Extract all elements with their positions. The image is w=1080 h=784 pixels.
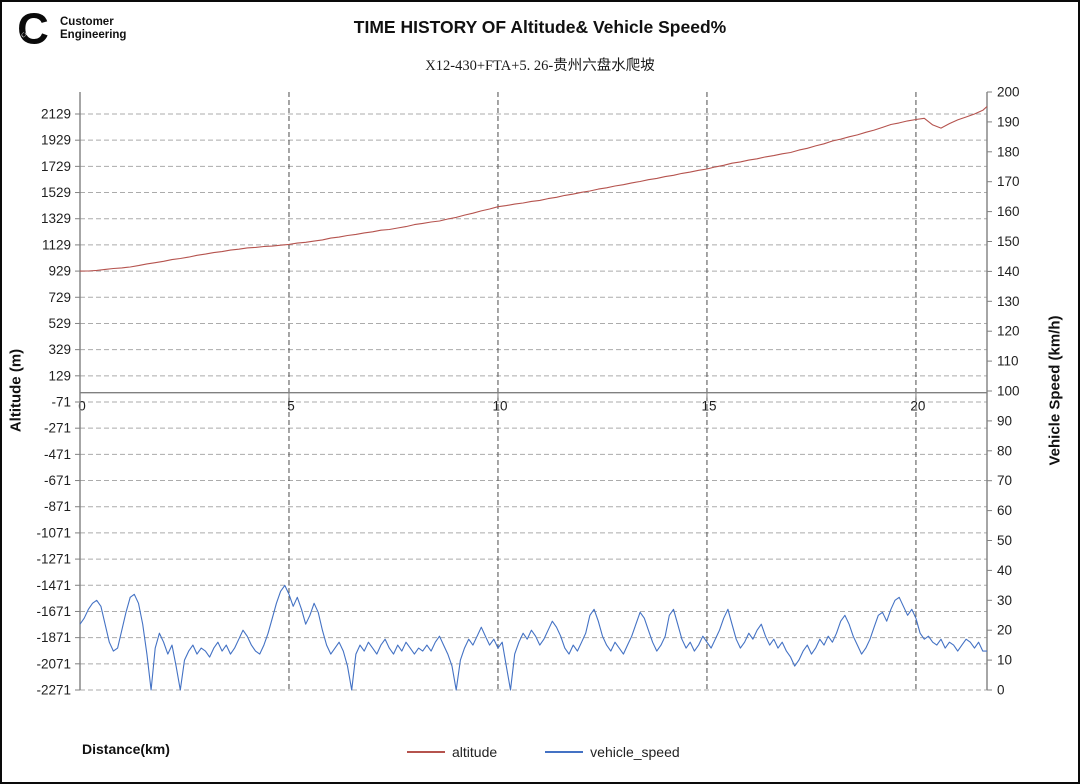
vehicle_speed-line [79, 584, 987, 691]
right-axis-tick-label: 160 [997, 204, 1020, 219]
cummins-c-icon: C Cummins [17, 10, 49, 48]
chart-subtitle: X12-430+FTA+5. 26-贵州六盘水爬坡 [425, 58, 655, 74]
right-axis-tick-label: 20 [997, 623, 1012, 638]
left-axis-tick-label: -1271 [36, 552, 71, 567]
right-axis-tick-label: 80 [997, 443, 1012, 458]
left-axis-tick-label: -1871 [36, 630, 71, 645]
right-axis-tick-label: 140 [997, 264, 1020, 279]
right-axis-tick-label: 50 [997, 533, 1012, 548]
left-axis-tick-label: 1929 [41, 133, 71, 148]
cummins-logo: C Cummins Customer Engineering [14, 10, 126, 48]
right-axis-tick-label: 0 [997, 683, 1005, 698]
left-axis-tick-label: 129 [48, 368, 71, 383]
altitude-line-sample-icon [407, 751, 445, 753]
right-axis-tick-label: 90 [997, 413, 1012, 428]
left-axis-tick-label: -271 [44, 421, 71, 436]
right-axis-tick-label: 170 [997, 174, 1020, 189]
left-axis-tick-label: -671 [44, 473, 71, 488]
left-axis-tick-label: -2271 [36, 683, 71, 698]
left-axis-tick-label: 929 [48, 264, 71, 279]
left-axis-tick-label: -1671 [36, 604, 71, 619]
right-axis-tick-label: 120 [997, 324, 1020, 339]
logo-text: Customer Engineering [60, 16, 126, 42]
left-axis-tick-label: -471 [44, 447, 71, 462]
right-axis-tick-label: 70 [997, 473, 1012, 488]
left-axis-tick-label: -1071 [36, 525, 71, 540]
right-axis-tick-label: 180 [997, 144, 1020, 159]
right-axis-tick-label: 100 [997, 384, 1020, 399]
legend-item-altitude: altitude [407, 744, 497, 760]
svg-text:C: C [17, 10, 49, 48]
vehicle-speed-line-sample-icon [545, 751, 584, 753]
logo-text-line2: Engineering [60, 29, 127, 41]
x-axis-title: Distance(km) [82, 741, 170, 757]
left-axis-tick-label: -71 [51, 395, 71, 410]
right-axis-tick-label: 150 [997, 234, 1020, 249]
left-axis-tick-label: 1129 [42, 237, 71, 252]
x-axis-tick-label: 5 [287, 399, 295, 414]
legend: altitude vehicle_speed [407, 744, 680, 760]
right-axis-tick-label: 30 [997, 593, 1012, 608]
left-axis-tick-label: -2071 [36, 656, 71, 671]
right-axis-tick-label: 130 [997, 294, 1020, 309]
legend-label-vehicle-speed: vehicle_speed [590, 744, 680, 760]
chart-title: TIME HISTORY OF Altitude& Vehicle Speed% [353, 17, 727, 37]
right-axis-tick-label: 40 [997, 563, 1012, 578]
left-axis-tick-label: -1471 [36, 578, 71, 593]
right-axis-tick-label: 60 [997, 503, 1012, 518]
left-axis-tick-label: 329 [48, 342, 71, 357]
x-axis-tick-label: 15 [701, 399, 716, 414]
right-axis-tick-label: 10 [997, 653, 1012, 668]
legend-item-vehicle-speed: vehicle_speed [545, 744, 680, 760]
left-axis-tick-label: 2129 [41, 107, 71, 122]
right-axis-title: Vehicle Speed (km/h) [1046, 315, 1064, 466]
left-axis-title: Altitude (m) [7, 348, 25, 433]
logo-text-line1: Customer [60, 15, 114, 28]
legend-label-altitude: altitude [452, 744, 498, 760]
right-axis-tick-label: 200 [997, 85, 1020, 100]
left-axis-tick-label: -871 [44, 499, 71, 514]
left-axis-tick-label: 1729 [41, 159, 71, 174]
left-axis-tick-label: 529 [48, 316, 71, 331]
x-axis-tick-label: 20 [910, 399, 925, 414]
right-axis-tick-label: 190 [997, 114, 1020, 129]
left-axis-tick-label: 1329 [41, 211, 71, 226]
x-axis-tick-label: 10 [492, 399, 507, 414]
left-axis-tick-label: 729 [48, 290, 71, 305]
altitude-line [79, 106, 988, 272]
right-axis-tick-label: 110 [997, 354, 1019, 369]
left-axis-tick-label: 1529 [41, 185, 71, 200]
x-axis-tick-label: 0 [78, 399, 86, 414]
